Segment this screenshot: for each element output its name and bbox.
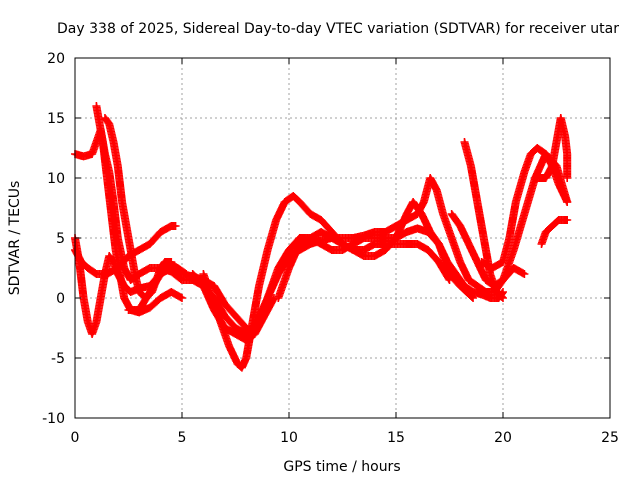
y-tick-label: 15 xyxy=(47,111,65,127)
x-tick-label: 5 xyxy=(178,430,187,446)
y-tick-label: 10 xyxy=(47,171,65,187)
data-point xyxy=(467,293,476,301)
data-point xyxy=(469,294,478,302)
series-track-11 xyxy=(447,210,529,290)
y-tick-label: 5 xyxy=(56,231,65,247)
x-tick-label: 20 xyxy=(494,430,512,446)
series-track-13 xyxy=(531,114,572,182)
x-tick-label: 15 xyxy=(387,430,405,446)
plot-area xyxy=(71,102,572,372)
series-track-9 xyxy=(274,228,454,302)
data-point xyxy=(181,269,190,278)
x-tick-label: 10 xyxy=(280,430,298,446)
data-point xyxy=(182,270,191,278)
y-tick-label: 0 xyxy=(56,291,65,307)
series-track-12 xyxy=(477,144,572,272)
x-tick-label: 25 xyxy=(601,430,619,446)
axes: 0 5 10 15 20 25 -10 -5 0 5 10 15 20 xyxy=(42,51,619,446)
x-tick-label: 0 xyxy=(71,430,80,446)
data-point xyxy=(178,294,186,302)
y-tick-label: -5 xyxy=(51,351,65,367)
y-tick-label: -10 xyxy=(42,411,65,427)
data-point xyxy=(497,293,506,301)
data-point xyxy=(563,174,572,182)
series-track-6 xyxy=(124,258,191,314)
series-track-3 xyxy=(71,222,180,278)
x-axis-label: GPS time / hours xyxy=(283,459,400,475)
y-axis-label: SDTVAR / TECUs xyxy=(7,181,23,296)
series-track-14 xyxy=(537,216,572,248)
data-point xyxy=(445,276,454,284)
data-point xyxy=(171,222,180,230)
series-track-8 xyxy=(199,192,478,372)
data-point xyxy=(499,294,507,302)
data-point xyxy=(563,216,572,224)
y-tick-label: 20 xyxy=(47,51,65,67)
data-point xyxy=(520,270,529,278)
data-point xyxy=(563,198,572,206)
chart-title: Day 338 of 2025, Sidereal Day-to-day VTE… xyxy=(57,21,619,37)
